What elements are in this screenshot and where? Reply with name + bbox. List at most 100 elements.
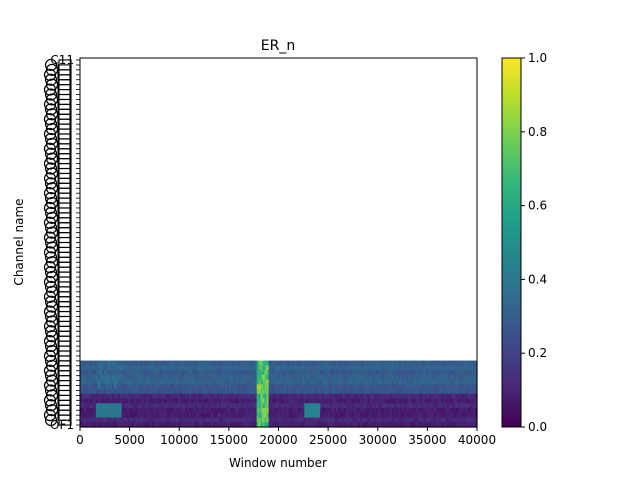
heatmap-cell <box>405 374 409 381</box>
heatmap-cell <box>101 389 105 395</box>
heatmap-cell <box>121 365 125 371</box>
heatmap-cell <box>345 417 349 423</box>
heatmap-cell <box>435 370 438 376</box>
heatmap-cell <box>218 365 222 371</box>
heatmap-cell <box>322 384 325 390</box>
heatmap-cell <box>123 370 127 376</box>
heatmap-cell <box>334 403 337 409</box>
heatmap-cell <box>393 398 397 404</box>
heatmap-cell <box>359 408 363 414</box>
heatmap-cell <box>391 365 395 371</box>
heatmap-cell <box>439 398 442 404</box>
heatmap-cell <box>143 374 147 381</box>
heatmap-cell <box>250 379 254 385</box>
heatmap-cell <box>292 398 295 404</box>
heatmap-cell <box>385 389 389 395</box>
heatmap-cell <box>304 374 307 381</box>
heatmap-cell <box>306 360 309 366</box>
heatmap-cell <box>272 365 276 371</box>
heatmap-cell <box>363 417 367 423</box>
heatmap-cell <box>141 417 145 423</box>
heatmap-cell <box>447 417 450 423</box>
heatmap-cell <box>292 360 295 366</box>
heatmap-cell <box>127 422 131 428</box>
heatmap-cell <box>161 384 164 390</box>
heatmap-cell <box>179 374 182 381</box>
heatmap-cell <box>320 398 323 404</box>
heatmap-cell <box>177 393 180 400</box>
heatmap-cell <box>185 417 188 423</box>
heatmap-cell <box>177 379 180 385</box>
heatmap-cell <box>344 398 347 404</box>
heatmap-cell <box>389 398 393 404</box>
heatmap-cell <box>99 384 103 390</box>
heatmap-cell <box>349 384 353 390</box>
heatmap-cell <box>258 408 262 414</box>
heatmap-cell <box>191 403 194 409</box>
heatmap-cell <box>457 403 460 409</box>
heatmap-cell <box>131 360 135 366</box>
heatmap-cell <box>163 422 166 428</box>
heatmap-cell <box>326 379 329 385</box>
heatmap-cell <box>385 365 389 371</box>
heatmap-cell <box>209 360 212 366</box>
heatmap-cell <box>467 379 470 385</box>
heatmap-cell <box>355 389 359 395</box>
heatmap-cell <box>455 384 458 390</box>
heatmap-cell <box>83 408 87 414</box>
heatmap-cell <box>228 384 232 390</box>
heatmap-cell <box>189 417 192 423</box>
heatmap-cell <box>347 374 351 381</box>
heatmap-cell <box>256 417 260 423</box>
heatmap-cell <box>351 384 355 390</box>
heatmap-cell <box>326 422 329 428</box>
heatmap-cell <box>236 393 240 400</box>
heatmap-cell <box>429 374 432 381</box>
heatmap-cell <box>453 389 456 395</box>
heatmap-cell <box>393 422 397 428</box>
heatmap-cell <box>181 379 184 385</box>
heatmap-cell <box>312 370 315 376</box>
heatmap-cell <box>421 408 425 414</box>
heatmap-cell <box>109 389 113 395</box>
heatmap-cell <box>278 360 282 366</box>
heatmap-cell <box>195 370 198 376</box>
heatmap-cell <box>133 398 137 404</box>
heatmap-cell <box>133 408 137 414</box>
heatmap-cell <box>256 384 260 390</box>
heatmap-cell <box>137 408 141 414</box>
heatmap-cell <box>107 403 111 409</box>
heatmap-cell <box>457 417 460 423</box>
heatmap-cell <box>254 393 258 400</box>
heatmap-cell <box>401 374 405 381</box>
heatmap-cell <box>365 398 369 404</box>
heatmap-cell <box>308 403 311 409</box>
heatmap-cell <box>369 403 373 409</box>
heatmap-cell <box>89 393 93 400</box>
heatmap-cell <box>387 379 391 385</box>
heatmap-cell <box>80 398 83 404</box>
heatmap-cell <box>175 360 178 366</box>
heatmap-cell <box>207 403 210 409</box>
heatmap-cell <box>153 422 157 428</box>
heatmap-cell <box>457 412 460 419</box>
heatmap-cell <box>211 374 214 381</box>
heatmap-cell <box>167 408 170 414</box>
heatmap-cell <box>264 370 268 376</box>
heatmap-cell <box>183 408 186 414</box>
heatmap-cell <box>463 393 466 400</box>
heatmap-cell <box>143 389 147 395</box>
heatmap-cell <box>361 398 365 404</box>
heatmap-cell <box>183 360 186 366</box>
heatmap-cell <box>85 365 89 371</box>
heatmap-cell <box>117 379 121 385</box>
heatmap-cell <box>322 365 325 371</box>
heatmap-cell <box>177 398 180 404</box>
heatmap-cell <box>421 393 425 400</box>
heatmap-cell <box>409 408 413 414</box>
heatmap-cell <box>292 365 295 371</box>
heatmap-cell <box>185 412 188 419</box>
heatmap-cell <box>181 384 184 390</box>
heatmap-cell <box>330 374 333 381</box>
heatmap-cell <box>209 384 212 390</box>
